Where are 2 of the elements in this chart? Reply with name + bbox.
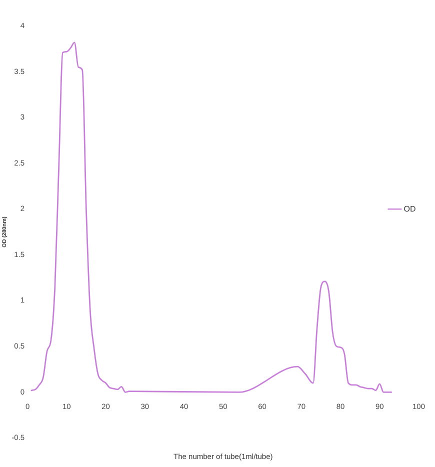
legend-label: OD [404, 204, 416, 214]
line-series [30, 42, 392, 393]
